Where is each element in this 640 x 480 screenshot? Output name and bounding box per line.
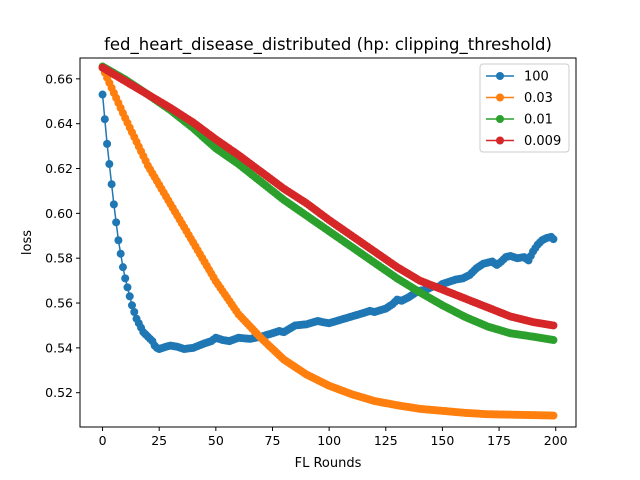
legend-marker	[496, 93, 504, 102]
y-axis: 0.52 0.54 0.56 0.58 0.60 0.62 0.64 0.66	[45, 71, 80, 400]
legend-entry: 0.01	[486, 113, 553, 128]
x-tick-label: 125	[374, 433, 398, 448]
legend-entry: 0.03	[486, 91, 553, 106]
data-point	[128, 301, 136, 310]
y-tick-label: 0.60	[45, 206, 73, 221]
legend-label: 0.03	[524, 91, 553, 106]
y-tick-label: 0.62	[45, 161, 73, 176]
data-point	[103, 139, 112, 148]
x-tick-label: 175	[487, 433, 511, 448]
data-point	[98, 90, 107, 99]
x-tick-label: 75	[265, 433, 281, 448]
data-point	[130, 308, 139, 316]
data-point	[100, 115, 109, 124]
x-tick-label: 50	[208, 433, 224, 448]
data-point	[105, 160, 114, 169]
y-tick-label: 0.52	[45, 385, 73, 400]
x-tick-label: 150	[430, 433, 454, 448]
plot-frame	[79, 57, 577, 428]
legend-box	[479, 63, 570, 153]
x-tick-label: 100	[317, 433, 341, 448]
data-point	[549, 336, 558, 345]
series-0.03	[98, 63, 558, 420]
data-point	[107, 180, 116, 189]
data-point	[112, 218, 121, 227]
data-point	[121, 274, 130, 283]
x-axis: 0 25 50 75 100 125 150 175 200	[99, 427, 568, 448]
series-layer	[98, 62, 558, 420]
x-tick-label: 25	[151, 433, 167, 448]
legend-label: 100	[524, 70, 549, 85]
legend: 100 0.03 0.01 0.009	[479, 63, 570, 153]
legend-marker	[496, 136, 504, 145]
legend-entry: 0.009	[486, 134, 561, 149]
data-point	[125, 292, 134, 301]
legend-marker	[496, 115, 504, 123]
x-tick-label: 200	[544, 433, 568, 448]
data-point	[114, 236, 123, 245]
y-axis-label: loss	[20, 230, 35, 255]
y-tick-label: 0.58	[45, 251, 73, 266]
y-tick-label: 0.64	[45, 116, 73, 131]
chart-title: fed_heart_disease_distributed (hp: clipp…	[104, 35, 552, 55]
series-0.009	[98, 63, 558, 330]
data-point	[549, 411, 558, 420]
y-tick-label: 0.54	[45, 340, 73, 355]
legend-marker	[496, 72, 504, 80]
data-point	[123, 283, 132, 292]
y-tick-label: 0.56	[45, 296, 73, 311]
data-point	[549, 235, 558, 244]
y-tick-label: 0.66	[45, 71, 73, 86]
data-point	[118, 263, 127, 272]
legend-label: 0.009	[524, 134, 561, 149]
data-point	[116, 249, 125, 258]
x-axis-label: FL Rounds	[295, 456, 362, 471]
x-tick-label: 0	[99, 433, 107, 448]
data-point	[549, 321, 558, 330]
data-point	[109, 200, 118, 209]
legend-label: 0.01	[524, 113, 553, 128]
legend-entry: 100	[486, 70, 549, 85]
